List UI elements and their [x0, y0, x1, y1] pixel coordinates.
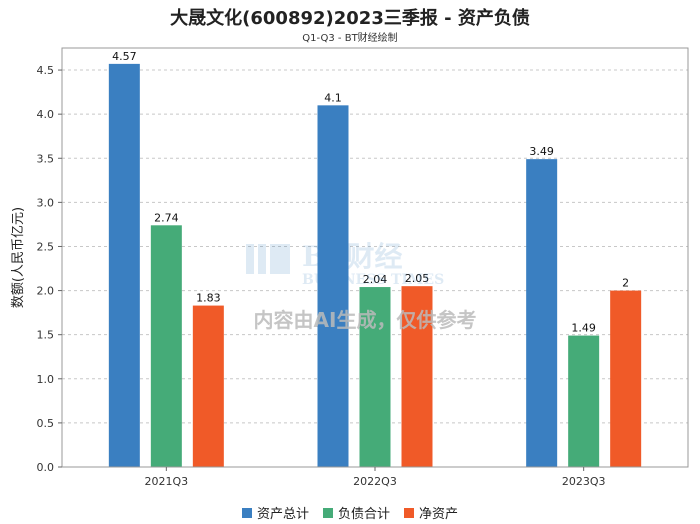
bar	[610, 290, 642, 467]
bar	[192, 305, 224, 467]
bar	[359, 287, 391, 467]
y-axis-label: 数额(人民币亿元)	[11, 207, 26, 308]
bar-value-label: 4.57	[112, 50, 137, 63]
y-tick-label: 3.5	[37, 152, 55, 165]
bar	[108, 63, 140, 467]
bar-value-label: 3.49	[529, 145, 554, 158]
bar-value-label: 2	[622, 277, 629, 290]
y-tick-label: 0.0	[37, 461, 55, 474]
x-tick-label: 2023Q3	[562, 475, 606, 488]
y-tick-label: 4.5	[37, 64, 55, 77]
legend-swatch-liabilities	[322, 507, 333, 518]
bar	[150, 225, 182, 467]
y-tick-label: 0.5	[37, 417, 55, 430]
bars-layer	[108, 63, 642, 467]
legend: 资产总计 负债合计 净资产	[0, 503, 700, 522]
chart-title: 大晟文化(600892)2023三季报 - 资产负债	[170, 8, 530, 29]
legend-item-liabilities[interactable]: 负债合计	[322, 503, 390, 522]
y-tick-label: 4.0	[37, 108, 55, 121]
bar-value-label: 1.83	[196, 292, 221, 305]
bar	[526, 159, 558, 467]
bar	[317, 105, 349, 467]
bar	[568, 335, 600, 467]
axis-layer: 0.0 0.5 1.0 1.5 2.0 2.5 3.0 3.5 4.0 4.5 数额(人民币亿元) 2…	[11, 47, 689, 488]
legend-swatch-assets	[241, 507, 252, 518]
chart-subtitle: Q1-Q3 - BT财经绘制	[302, 33, 398, 44]
bar	[401, 286, 433, 467]
bar-value-label: 4.1	[324, 91, 342, 104]
bar-value-label: 2.04	[363, 273, 388, 286]
y-tick-label: 1.0	[37, 373, 55, 386]
y-tick-label: 3.0	[37, 196, 55, 209]
legend-item-assets[interactable]: 资产总计	[241, 503, 309, 522]
legend-label-equity: 净资产	[419, 507, 459, 522]
bar-value-label: 2.74	[154, 211, 179, 224]
legend-label-liabilities: 负债合计	[337, 507, 390, 522]
x-tick-label: 2022Q3	[353, 475, 397, 488]
legend-swatch-equity	[404, 507, 414, 518]
labels-layer: 4.57 2.74 1.83 4.1 2.04 2.05 3.49 1.49 2	[112, 50, 629, 335]
y-tick-label: 2.5	[37, 240, 55, 253]
y-tick-label: 2.0	[37, 285, 55, 298]
x-tick-label: 2021Q3	[145, 475, 189, 488]
legend-label-assets: 资产总计	[256, 507, 309, 522]
bar-value-label: 2.05	[405, 272, 430, 285]
bar-value-label: 1.49	[571, 322, 596, 335]
legend-item-equity[interactable]: 净资产	[404, 503, 458, 522]
y-tick-label: 1.5	[37, 329, 55, 342]
